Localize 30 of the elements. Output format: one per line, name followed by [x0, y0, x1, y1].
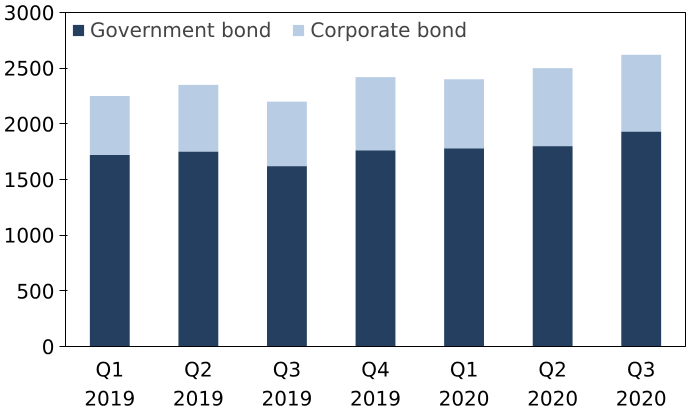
bar [621, 132, 662, 346]
bar [90, 96, 130, 156]
x-tick-label: Q1 2020 [438, 358, 490, 410]
legend-label: Corporate bond [310, 18, 468, 42]
bar [178, 84, 218, 152]
bar [356, 150, 396, 346]
legend-label: Government bond [90, 18, 272, 42]
bar [90, 155, 130, 346]
bar [444, 148, 484, 346]
x-tick-label: Q2 2019 [172, 358, 224, 410]
y-tick-label: 2500 [4, 56, 55, 81]
y-tick-label: 1000 [4, 224, 55, 248]
y-tick-label: 500 [16, 279, 55, 304]
bar [444, 79, 484, 148]
bar [532, 68, 573, 146]
y-tick-label: 3000 [4, 1, 55, 25]
x-tick-label: Q2 2020 [527, 358, 578, 410]
bar [621, 54, 662, 132]
x-tick-label: Q1 2019 [84, 358, 136, 410]
bar [267, 166, 307, 346]
bar [356, 77, 396, 151]
y-tick-label: 0 [42, 335, 55, 359]
x-tick-label: Q3 2019 [261, 358, 312, 410]
y-tick-label: 2000 [4, 112, 55, 136]
bar [178, 152, 218, 346]
x-tick-label: Q4 2019 [350, 358, 401, 410]
x-tick-label: Q3 2020 [616, 358, 667, 410]
bar [532, 146, 573, 346]
y-tick-label: 1500 [4, 168, 55, 192]
bar [267, 102, 307, 166]
